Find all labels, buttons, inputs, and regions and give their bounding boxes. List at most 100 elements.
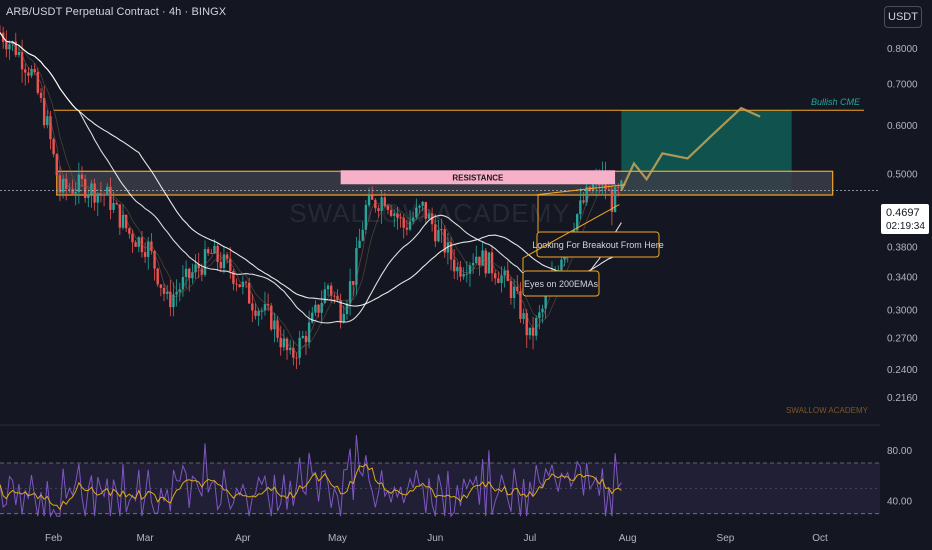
candle-body	[393, 213, 396, 216]
candle-body	[206, 249, 210, 254]
candle-body	[452, 259, 456, 272]
candle-body	[77, 174, 81, 192]
candle-body	[55, 154, 58, 176]
candle-body	[282, 338, 286, 348]
candle-body	[427, 213, 431, 219]
candle-body	[579, 200, 582, 215]
time-axis[interactable]: Feb Mar Apr May Jun Jul Aug Sep Oct	[45, 533, 828, 544]
candle-body	[106, 186, 109, 196]
candle-body	[159, 284, 163, 289]
candle-body	[137, 237, 140, 247]
candle-body	[326, 285, 330, 290]
resistance-label: RESISTANCE	[452, 173, 504, 182]
rsi-axis[interactable]: 80.00 40.00	[887, 446, 912, 508]
candle-body	[68, 188, 71, 190]
candle-body	[298, 337, 301, 358]
time-tick-label: Jul	[523, 533, 536, 544]
candle-body	[150, 241, 153, 251]
candle-body	[109, 186, 112, 210]
current-price-value: 0.4697	[886, 207, 920, 219]
candle-body	[301, 335, 304, 338]
candle-body	[251, 303, 254, 311]
candle-body	[361, 229, 364, 241]
candle-body	[339, 299, 342, 323]
candle-body	[5, 41, 8, 50]
candle-body	[345, 303, 349, 314]
candle-body	[538, 312, 541, 319]
candle-body	[317, 304, 320, 313]
price-tick-label: 0.2160	[887, 393, 918, 404]
candle-body	[247, 282, 251, 304]
candle-body	[134, 242, 137, 247]
breakout-connector	[537, 184, 626, 232]
candle-body	[576, 214, 579, 231]
candle-body	[440, 229, 443, 231]
candle-body	[14, 41, 17, 56]
price-tick-label: 0.7000	[887, 80, 918, 91]
candle-body	[131, 233, 134, 243]
candle-body	[396, 213, 399, 218]
candle-body	[20, 52, 24, 70]
watermark-text: SWALLOW ACADEMY	[289, 198, 570, 228]
candle-body	[525, 313, 528, 336]
currency-button[interactable]: USDT	[884, 6, 922, 28]
candle-body	[497, 278, 500, 283]
candle-body	[93, 183, 96, 203]
rsi-ma-line	[0, 463, 622, 511]
signature-text: SWALLOW ACADEMY	[786, 406, 869, 415]
price-tick-label: 0.3000	[887, 306, 918, 317]
candle-body	[411, 217, 415, 222]
candle-body	[329, 285, 333, 296]
moving-average-line	[0, 32, 622, 348]
candle-body	[449, 242, 453, 260]
candle-body	[519, 290, 522, 319]
candle-body	[219, 261, 222, 269]
price-tick-label: 0.8000	[887, 44, 918, 55]
candle-body	[613, 186, 617, 212]
candle-body	[528, 327, 532, 336]
candle-body	[143, 252, 147, 257]
price-tick-label: 0.3800	[887, 243, 918, 254]
candle-body	[200, 268, 204, 275]
time-tick-label: Apr	[235, 533, 251, 544]
candle-body	[162, 288, 166, 294]
candle-body	[475, 256, 478, 264]
candle-body	[49, 116, 52, 140]
candle-body	[348, 281, 352, 304]
candle-body	[71, 189, 74, 194]
time-tick-label: Feb	[45, 533, 63, 544]
candle-body	[610, 189, 614, 212]
candle-body	[295, 357, 298, 359]
candle-body	[421, 201, 424, 206]
time-tick-label: Jun	[427, 533, 443, 544]
candle-body	[285, 338, 289, 351]
candle-body	[443, 229, 446, 253]
time-tick-label: Sep	[717, 533, 735, 544]
breakout-callout-text: Looking For Breakout From Here	[532, 240, 664, 250]
candle-body	[478, 256, 481, 266]
candle-body	[153, 250, 156, 269]
candle-body	[87, 194, 90, 198]
candle-body	[358, 240, 361, 248]
candle-body	[184, 268, 188, 277]
price-tick-label: 0.6000	[887, 121, 918, 132]
candle-body	[203, 249, 207, 275]
candle-body	[481, 250, 484, 266]
candle-body	[434, 224, 437, 242]
candle-body	[36, 72, 40, 93]
ema-callout-box	[522, 270, 600, 297]
candle-body	[541, 308, 544, 313]
candle-body	[355, 247, 358, 285]
candle-body	[115, 202, 118, 205]
candle-body	[11, 41, 14, 45]
candle-body	[273, 320, 276, 330]
moving-average-line	[0, 32, 622, 307]
candle-body	[503, 270, 506, 276]
ema-callout-text: Eyes on 200EMAs	[524, 279, 599, 289]
candle-body	[585, 186, 588, 203]
candle-body	[194, 264, 197, 273]
candle-body	[389, 209, 393, 216]
candle-body	[402, 217, 405, 228]
candle-body	[191, 272, 194, 279]
